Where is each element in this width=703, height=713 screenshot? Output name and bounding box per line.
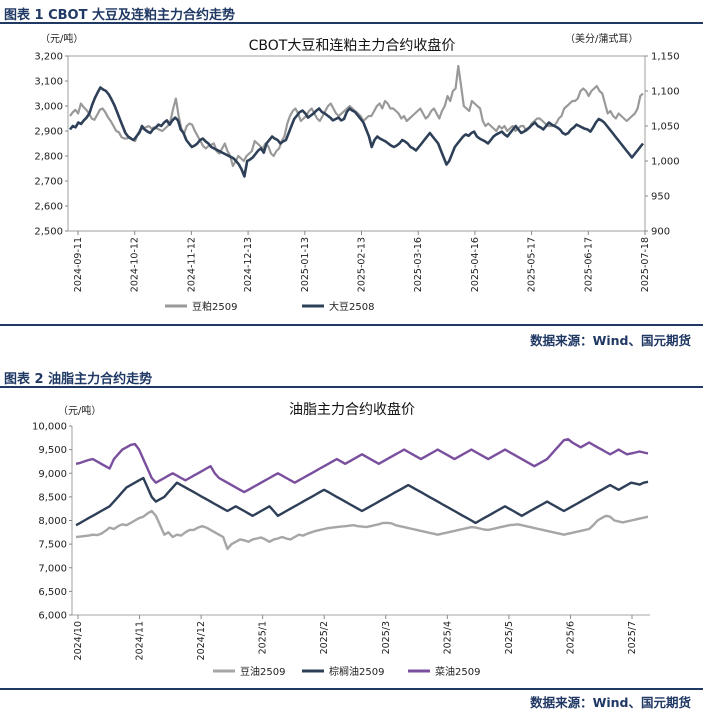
chart1-xtick-label: 2025-07-18 — [640, 237, 651, 292]
chart2-ytick-label: 7,500 — [38, 540, 67, 551]
chart1-ytick-left-label: 2,500 — [34, 227, 63, 238]
chart2-xtick-label: 2024/10 — [73, 621, 84, 660]
chart2-top-rule — [0, 386, 703, 388]
chart1-ytick-left-label: 3,100 — [34, 77, 63, 88]
chart2-xtick-label: 2025/6 — [565, 621, 576, 654]
chart2-series-line-2 — [75, 438, 649, 494]
chart2-xtick-label: 2025/3 — [381, 621, 392, 654]
chart1-xtick-label: 2025-02-13 — [357, 237, 368, 292]
chart1-ytick-right-label: 900 — [651, 227, 670, 238]
chart1-section-title: 图表 1 CBOT 大豆及连粕主力合约走势 — [4, 8, 235, 23]
chart1-bottom-rule — [0, 324, 703, 326]
chart1-yunit-right: （美分/蒲式耳） — [565, 32, 638, 45]
chart2-ytick-label: 8,500 — [38, 492, 67, 503]
chart1-ytick-left-label: 2,900 — [34, 127, 63, 138]
chart2-ytick-label: 6,000 — [38, 611, 67, 622]
chart1-ytick-left-label: 3,200 — [34, 52, 63, 63]
chart2-xtick-label: 2024/12 — [196, 621, 207, 660]
chart1-xtick-label: 2025-04-16 — [470, 237, 481, 292]
chart1-series-line-1 — [68, 86, 645, 178]
chart2-ytick-label: 8,000 — [38, 516, 67, 527]
chart2-legend-label-2: 菜油2509 — [435, 665, 480, 678]
chart1-title: CBOT大豆和连粕主力合约收盘价 — [249, 37, 456, 54]
chart1-ytick-right-label: 1,050 — [651, 122, 680, 133]
chart2-section-title: 图表 2 油脂主力合约走势 — [4, 372, 153, 387]
chart2-xtick-label: 2025/4 — [442, 621, 453, 654]
chart2-xtick-label: 2025/5 — [504, 621, 515, 654]
chart2-ytick-label: 7,000 — [38, 563, 67, 574]
chart2-title: 油脂主力合约收盘价 — [289, 401, 415, 418]
chart1-xtick-label: 2024-10-12 — [130, 237, 141, 292]
chart2-xtick-label: 2025/7 — [627, 621, 638, 654]
chart2-ytick-label: 9,500 — [38, 445, 67, 456]
chart2-xtick-label: 2024/11 — [135, 621, 146, 660]
chart1-svg: CBOT大豆和连粕主力合约收盘价 （元/吨） （美分/蒲式耳） 2,500 2,6… — [34, 32, 680, 313]
chart2-xtick-label: 2025/2 — [319, 621, 330, 654]
chart2-bottom-rule — [0, 688, 703, 690]
chart2-series-line-0 — [75, 509, 649, 551]
chart2-ytick-label: 10,000 — [32, 422, 67, 433]
chart1-ytick-left-label: 2,800 — [34, 152, 63, 163]
chart2-legend-label-0: 豆油2509 — [240, 665, 285, 678]
chart1-top-rule — [0, 22, 703, 24]
chart1-legend-label-0: 豆粕2509 — [192, 300, 237, 313]
chart1-ytick-left-label: 2,600 — [34, 202, 63, 213]
chart2-series-line-1 — [75, 476, 649, 527]
chart2-xtick-label: 2025/1 — [258, 621, 269, 654]
chart1-ytick-right-label: 1,000 — [651, 157, 680, 168]
chart1-xtick-label: 2025-03-16 — [413, 237, 424, 292]
chart1-xtick-label: 2025-01-13 — [300, 237, 311, 292]
chart1-ytick-left-label: 2,700 — [34, 177, 63, 188]
chart1-xtick-label: 2024-09-11 — [73, 237, 84, 292]
chart1-ytick-left-label: 3,000 — [34, 102, 63, 113]
chart1-series-line-0 — [69, 64, 644, 168]
chart1-yunit-left: （元/吨） — [40, 32, 83, 45]
chart2-ytick-label: 6,500 — [38, 587, 67, 598]
chart1-xtick-label: 2025-06-17 — [583, 237, 594, 292]
chart1-xtick-label: 2025-05-17 — [527, 237, 538, 292]
chart1-ytick-right-label: 1,100 — [651, 87, 680, 98]
chart1-xtick-label: 2024-11-12 — [186, 237, 197, 292]
chart2-yunit-left: （元/吨） — [58, 404, 101, 417]
chart2-source: 数据来源：Wind、国元期货 — [530, 695, 691, 710]
chart1-plot-frame — [67, 55, 646, 232]
chart2-svg: 油脂主力合约收盘价 （元/吨） 6,000 6,500 7,000 7,500 8,00… — [32, 401, 650, 678]
chart2-legend-label-1: 棕榈油2509 — [329, 665, 384, 678]
chart1-ytick-right-label: 950 — [651, 192, 670, 203]
chart1-xtick-label: 2024-12-13 — [243, 237, 254, 292]
chart2-ytick-label: 9,000 — [38, 469, 67, 480]
chart1-ytick-right-label: 1,150 — [651, 52, 680, 63]
chart1-legend-label-1: 大豆2508 — [329, 300, 374, 313]
chart1-source: 数据来源：Wind、国元期货 — [530, 333, 691, 348]
